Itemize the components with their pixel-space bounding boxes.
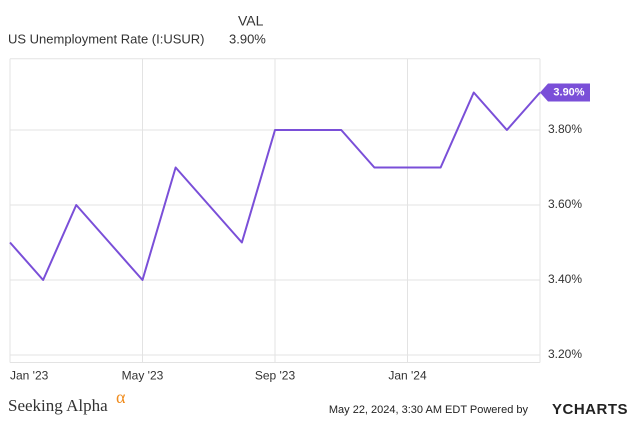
x-tick-label: Jan '24	[388, 369, 427, 383]
end-badge	[540, 83, 590, 102]
y-tick-label: 3.80%	[548, 122, 582, 136]
y-tick-label: 3.40%	[548, 272, 582, 286]
brand-mark: α	[116, 387, 126, 407]
header-name: US Unemployment Rate (I:USUR)	[8, 31, 205, 46]
y-tick-label: 3.60%	[548, 197, 582, 211]
header-column: VAL	[238, 13, 264, 29]
brand: Seeking Alpha	[8, 396, 108, 415]
x-tick-label: May '23	[122, 369, 164, 383]
x-tick-label: Sep '23	[255, 369, 296, 383]
y-tick-label: 3.20%	[548, 347, 582, 361]
header-value: 3.90%	[229, 31, 266, 46]
x-tick-label: Jan '23	[10, 369, 49, 383]
end-label: 3.90%	[553, 86, 584, 98]
line	[9, 91, 541, 281]
timestamp: May 22, 2024, 3:30 AM EDT Powered by	[329, 404, 529, 416]
source: YCHARTS	[552, 401, 628, 418]
